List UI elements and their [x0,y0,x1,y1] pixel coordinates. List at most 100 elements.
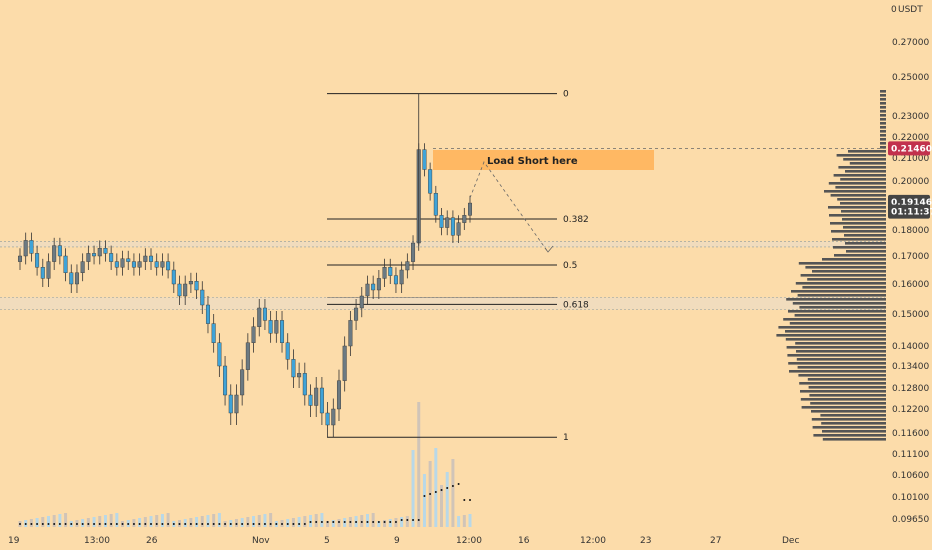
volume-profile-bar [880,106,886,109]
y-tick-label: 0.10100 [892,493,929,503]
projection-path [469,161,549,253]
candle-body [137,261,142,268]
volume-bar [451,459,455,527]
volume-profile-bar [831,230,886,233]
volume-ma-dot [252,523,255,525]
volume-ma-dot [281,523,284,525]
candle-body [422,149,427,170]
volume-profile-bar [795,282,886,285]
volume-ma-dot [41,523,44,525]
x-tick-label: 13:00 [84,536,110,546]
volume-ma-dot [127,523,130,525]
fib-level-label: 0.382 [563,215,589,225]
volume-profile-bar [830,222,886,225]
candle-body [211,323,216,344]
volume-ma-dot [30,523,33,525]
volume-bar [422,474,426,527]
volume-profile-bar [797,294,886,297]
volume-bar [457,516,461,527]
volume-bar [462,515,466,527]
volume-ma-dot [286,523,289,525]
volume-ma-dot [64,523,67,525]
candle-body [57,245,62,257]
volume-profile-bar [880,114,886,117]
volume-ma-dot [206,523,209,525]
support-zone [0,241,885,247]
volume-profile-bar [786,346,886,349]
volume-profile-bar [844,234,886,237]
candle-body [80,261,85,274]
x-tick-label: 12:00 [580,536,606,546]
y-tick-label: 0.14000 [892,342,929,352]
y-tick-label: 0.18000 [892,226,929,236]
volume-profile-bar [809,394,886,397]
candle-body [160,261,165,268]
volume-bar [189,518,193,527]
candles [18,93,473,438]
volume-ma-dot [360,521,363,523]
candle-body [143,255,148,262]
volume-profile-bar [810,402,886,405]
candle-body [314,387,319,406]
volume-profile-bar [807,378,886,381]
volume-bar [217,513,221,527]
volume-bar [35,518,39,527]
fib-level-label: 0.618 [563,300,589,310]
volume-profile-bar [845,242,886,245]
volume-ma-dot [24,523,27,525]
candle-body [200,289,205,306]
volume-bar [252,516,256,527]
volume-profile-bar [835,186,886,189]
volume-ma-dot [258,523,261,525]
volume-bar [371,513,375,527]
volume-ma-dot [315,521,318,523]
volume-profile-bar [801,406,886,409]
volume-profile-bar [789,322,886,325]
x-tick-label: 23 [640,536,651,546]
volume-ma-dot [355,521,358,523]
y-tick-label: 0.11100 [892,450,929,460]
volume-bar [98,516,102,527]
volume-ma-dot [434,491,437,493]
volume-profile-bar [807,278,886,281]
volume-profile-bar [841,210,886,213]
volume-bar [138,518,142,527]
x-tick-label: Dec [782,536,799,546]
candle-body [114,261,119,268]
volume-profile-bar [799,382,886,385]
y-axis: 0.27000 0.25000 0.23000 0.22000 0.21000 0.200… [892,38,929,525]
x-tick-label: 5 [324,536,330,546]
volume-ma-dot [463,499,466,501]
candle-body [376,278,381,291]
volume-ma-dot [320,521,323,523]
volume-profile-bar [785,338,886,341]
volume-ma-dot [224,523,227,525]
volume-profile-bar [842,218,886,221]
candle-body [365,283,370,297]
candle-body [280,320,285,343]
volume-bar [400,517,404,527]
candle-body [126,258,131,262]
candle-body [103,247,108,254]
volume-profile-bar [880,98,886,101]
volume-profile-bar [840,202,886,205]
candle-body [354,307,359,321]
volume-ma-dot [161,523,164,525]
volume-ma-dot [104,523,107,525]
annotations: Load Short here [433,147,885,253]
volume-bar [434,448,438,527]
volume-ma-dot [383,521,386,523]
x-tick-label: Nov [252,536,270,546]
volume-bar [240,518,244,527]
volume-bar [206,515,210,527]
candle-body [445,217,450,228]
volume-bar [326,521,330,527]
volume-profile-bar [828,206,886,209]
volume-ma-dot [275,523,278,525]
volume-profile-bar [791,290,886,293]
candle-body [69,272,74,285]
volume-bar [52,515,56,527]
volume-bar [257,515,261,527]
annotation-label: Load Short here [487,156,578,167]
